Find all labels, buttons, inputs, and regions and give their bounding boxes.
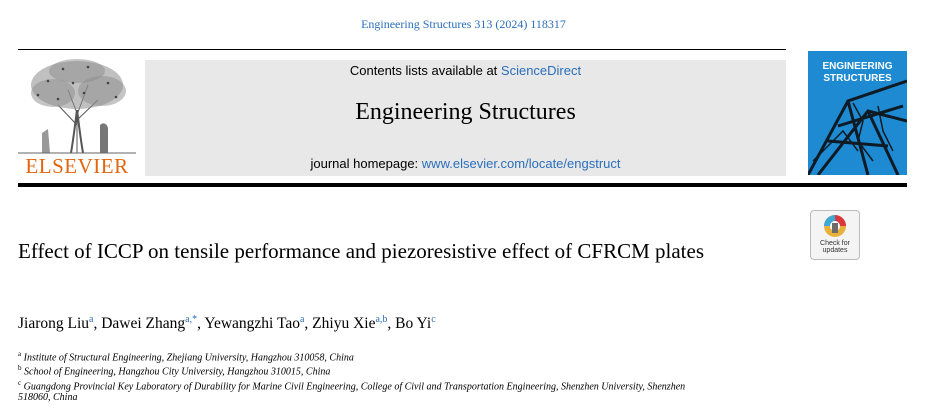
author-separator: , <box>197 315 205 333</box>
affiliation-text: School of Engineering, Hangzhou City Uni… <box>24 366 331 378</box>
affiliation-a: a Institute of Structural Engineering, Z… <box>18 348 354 364</box>
check-for-updates-badge[interactable]: Check for updates <box>810 210 860 260</box>
affiliation-mark: c <box>18 379 22 387</box>
elsevier-wordmark: ELSEVIER <box>25 154 129 178</box>
affiliation-text: Guangdong Provincial Key Laboratory of D… <box>23 381 686 393</box>
article-title: Effect of ICCP on tensile performance an… <box>18 239 705 263</box>
author-affiliation-mark[interactable]: c <box>431 314 436 325</box>
crossmark-line-2: updates <box>822 247 848 254</box>
author-affiliation-mark[interactable]: a,b <box>375 314 388 325</box>
author-name[interactable]: Dawei Zhang <box>101 315 186 333</box>
cover-title: ENGINEERING STRUCTURES <box>808 61 907 85</box>
sciencedirect-link[interactable]: ScienceDirect <box>500 63 582 78</box>
cover-title-line-1: ENGINEERING <box>822 61 893 72</box>
cover-title-line-2: STRUCTURES <box>823 73 892 84</box>
top-divider <box>18 49 786 50</box>
affiliation-text: Institute of Structural Engineering, Zhe… <box>23 352 354 364</box>
author-separator: , <box>387 315 396 333</box>
author-name[interactable]: Bo Yi <box>395 315 432 333</box>
contents-prefix: Contents lists available at <box>349 63 501 78</box>
author-separator: , <box>304 315 313 333</box>
affiliation-c-continued: 518060, China <box>18 392 77 404</box>
crossmark-icon <box>824 215 846 237</box>
author-affiliation-mark[interactable]: a <box>299 314 305 325</box>
author-name[interactable]: Zhiyu Xie <box>312 315 376 333</box>
crossmark-label: Check for updates <box>811 240 859 254</box>
crossmark-line-1: Check for <box>820 240 850 247</box>
homepage-prefix: journal homepage: <box>310 156 422 171</box>
affiliation-mark: a <box>18 350 22 358</box>
journal-name: Engineering Structures <box>355 99 576 125</box>
affiliation-mark: b <box>18 364 22 372</box>
author-affiliation-mark[interactable]: a,* <box>185 314 198 325</box>
header-thick-divider <box>18 183 907 187</box>
elsevier-tree-logo <box>18 55 136 175</box>
author-affiliation-mark[interactable]: a <box>89 314 94 325</box>
author-list: Jiarong Liua, Dawei Zhanga,*, Yewangzhi … <box>18 314 436 333</box>
journal-citation[interactable]: Engineering Structures 313 (2024) 118317 <box>361 17 566 31</box>
author-separator: , <box>93 315 102 333</box>
affiliation-c: c Guangdong Provincial Key Laboratory of… <box>18 377 685 393</box>
affiliation-b: b School of Engineering, Hangzhou City U… <box>18 362 330 378</box>
journal-cover-thumbnail[interactable]: ENGINEERING STRUCTURES <box>808 51 907 175</box>
homepage-line: journal homepage: www.elsevier.com/locat… <box>145 156 786 171</box>
author-name[interactable]: Jiarong Liu <box>18 315 90 333</box>
author-name[interactable]: Yewangzhi Tao <box>204 315 300 333</box>
contents-line: Contents lists available at ScienceDirec… <box>145 63 786 78</box>
affiliation-text: 518060, China <box>18 392 78 403</box>
journal-masthead: Contents lists available at ScienceDirec… <box>145 60 786 176</box>
journal-homepage-link[interactable]: www.elsevier.com/locate/engstruct <box>421 156 621 171</box>
